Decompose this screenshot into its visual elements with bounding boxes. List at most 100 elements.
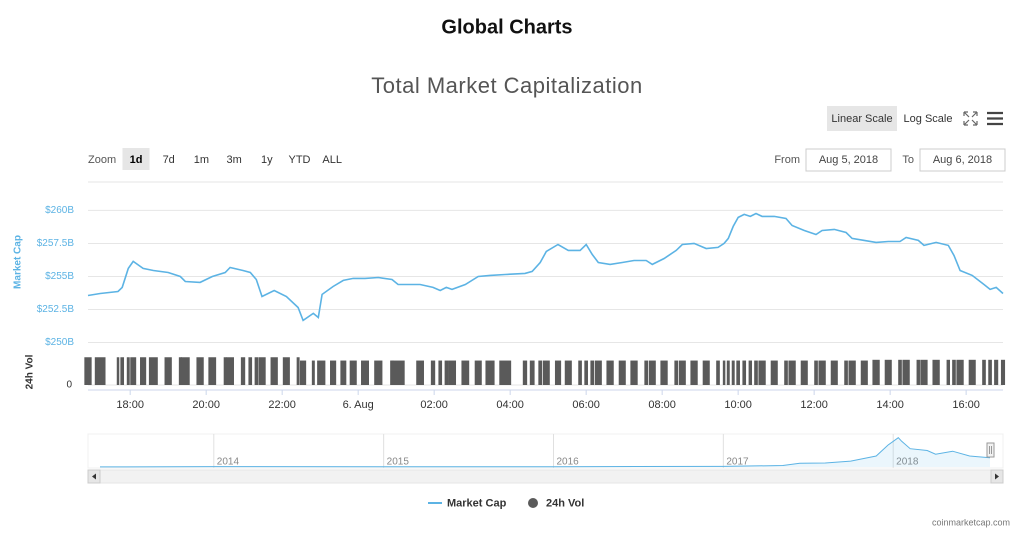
volume-bar bbox=[860, 360, 868, 385]
scale-button-label[interactable]: Log Scale bbox=[904, 113, 953, 125]
volume-bar bbox=[872, 359, 880, 385]
volume-bar bbox=[916, 359, 920, 385]
volume-bar bbox=[258, 357, 266, 385]
from-date[interactable]: Aug 5, 2018 bbox=[819, 154, 878, 166]
volume-bar bbox=[120, 357, 125, 385]
x-tick-label: 12:00 bbox=[800, 399, 828, 411]
y2-tick-label: 0 bbox=[66, 380, 72, 391]
volume-bar bbox=[485, 360, 495, 385]
volume-bar bbox=[208, 357, 217, 385]
volume-bar bbox=[788, 360, 796, 385]
volume-bar bbox=[296, 357, 300, 385]
zoom-button-label[interactable]: 1m bbox=[194, 154, 209, 166]
x-tick-label: 20:00 bbox=[192, 399, 220, 411]
y2-axis-title: 24h Vol bbox=[25, 354, 36, 389]
volume-bar bbox=[754, 360, 758, 385]
credit: coinmarketcap.com bbox=[932, 517, 1010, 527]
x-tick-label: 14:00 bbox=[876, 399, 904, 411]
volume-bar bbox=[674, 360, 679, 385]
market-cap-line bbox=[87, 212, 1004, 322]
volume-bar bbox=[648, 360, 656, 385]
volume-bar bbox=[590, 360, 595, 385]
to-date-box[interactable] bbox=[919, 148, 1006, 172]
x-tick-label: 16:00 bbox=[952, 399, 980, 411]
scrollbar-track[interactable] bbox=[87, 469, 1004, 484]
volume-bar bbox=[226, 357, 234, 385]
navigator-tick-label: 2016 bbox=[556, 457, 579, 468]
navigator-tick-label: 2018 bbox=[896, 457, 919, 468]
volume-bar bbox=[317, 360, 320, 385]
volume-bar bbox=[116, 357, 120, 385]
volume-bar bbox=[594, 360, 602, 385]
volume-bar bbox=[311, 360, 315, 385]
volume-bar bbox=[84, 357, 92, 385]
to-date[interactable]: Aug 6, 2018 bbox=[933, 154, 992, 166]
legend-label[interactable]: 24h Vol bbox=[546, 497, 584, 509]
volume-bar bbox=[726, 360, 730, 385]
volume-bar bbox=[282, 357, 290, 385]
volume-bar bbox=[330, 360, 337, 385]
volume-bar bbox=[140, 357, 147, 385]
to-label: To bbox=[902, 154, 914, 166]
scale-button-label[interactable]: Linear Scale bbox=[831, 113, 892, 125]
volume-bar bbox=[898, 359, 902, 385]
x-tick-label: 18:00 bbox=[116, 399, 144, 411]
fullscreen-icon[interactable] bbox=[963, 111, 978, 126]
volume-bar bbox=[968, 359, 976, 385]
volume-bar bbox=[920, 359, 928, 385]
y-tick-label: $255B bbox=[45, 271, 74, 282]
x-tick-label: 06:00 bbox=[572, 399, 600, 411]
volume-bar bbox=[902, 359, 910, 385]
volume-bar bbox=[814, 360, 818, 385]
y-tick-label: $257.5B bbox=[37, 238, 75, 249]
volume-bar bbox=[946, 359, 950, 385]
volume-bar bbox=[164, 357, 172, 385]
volume-bar bbox=[416, 360, 424, 385]
volume-bar bbox=[932, 359, 940, 385]
volume-bar bbox=[448, 360, 457, 385]
volume-bar bbox=[499, 360, 512, 385]
volume-bar bbox=[644, 360, 649, 385]
navigator-frame bbox=[87, 433, 1004, 469]
volume-bar bbox=[223, 357, 227, 385]
volume-bar bbox=[178, 357, 182, 385]
volume-bar bbox=[126, 357, 130, 385]
volume-bar bbox=[340, 360, 347, 385]
volume-bar bbox=[702, 360, 710, 385]
zoom-button[interactable] bbox=[122, 148, 150, 170]
zoom-button-label[interactable]: 3m bbox=[226, 154, 241, 166]
navigator-handle-grip bbox=[989, 446, 992, 454]
zoom-button-label[interactable]: 1y bbox=[261, 154, 273, 166]
zoom-button-label[interactable]: 1d bbox=[130, 154, 143, 166]
x-tick-label: 22:00 bbox=[268, 399, 296, 411]
navigator-handle[interactable] bbox=[986, 442, 995, 458]
y-tick-label: $250B bbox=[45, 337, 74, 348]
chart-title: Total Market Capitalization bbox=[371, 73, 643, 98]
y-tick-label: $252.5B bbox=[37, 304, 75, 315]
legend-label[interactable]: Market Cap bbox=[447, 497, 507, 509]
menu-icon[interactable] bbox=[987, 111, 1003, 126]
page-title: Global Charts bbox=[441, 16, 572, 38]
zoom-button-label[interactable]: 7d bbox=[163, 154, 175, 166]
volume-bar bbox=[148, 357, 158, 385]
volume-bar bbox=[248, 357, 253, 385]
volume-bar bbox=[1000, 359, 1006, 385]
from-date-box[interactable] bbox=[805, 148, 892, 172]
volume-bar bbox=[584, 360, 588, 385]
scale-button[interactable] bbox=[827, 106, 897, 131]
volume-bar bbox=[952, 359, 956, 385]
volume-bar bbox=[818, 360, 826, 385]
volume-bar bbox=[349, 360, 357, 385]
scrollbar-right-arrow bbox=[995, 473, 999, 480]
zoom-button-label[interactable]: YTD bbox=[289, 154, 311, 166]
zoom-button-label[interactable]: ALL bbox=[322, 154, 342, 166]
navigator-tick-label: 2015 bbox=[387, 457, 410, 468]
volume-bar bbox=[770, 360, 778, 385]
scrollbar-left-arrow bbox=[92, 473, 96, 480]
x-tick-label: 6. Aug bbox=[343, 399, 374, 411]
volume-bar bbox=[564, 360, 572, 385]
volume-bar bbox=[529, 360, 535, 385]
volume-bar bbox=[884, 359, 892, 385]
navigator-line bbox=[99, 437, 991, 468]
